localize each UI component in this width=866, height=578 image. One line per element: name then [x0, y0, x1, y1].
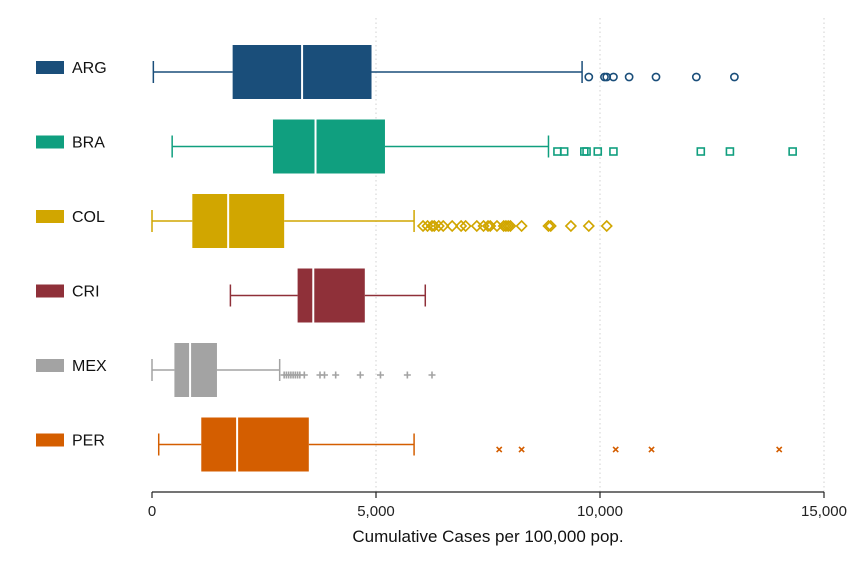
outlier-mex-12: [356, 371, 364, 379]
outlier-arg-6: [691, 72, 701, 82]
outlier-col-16: [502, 219, 515, 233]
outlier-per-3: [648, 446, 655, 453]
outlier-col-3: [428, 219, 441, 233]
legend-swatch-per: [36, 433, 64, 447]
box-mex: [151, 343, 436, 397]
outlier-bra-6: [696, 147, 706, 156]
outlier-col-22: [582, 219, 595, 233]
outlier-bra-5: [609, 147, 618, 156]
outlier-col-7: [454, 219, 468, 233]
outlier-arg-5: [651, 72, 661, 82]
legend-label-bra: BRA: [72, 135, 105, 152]
legend-swatch-cri: [36, 284, 64, 298]
outlier-col-5: [437, 219, 450, 233]
outlier-bra-2: [580, 147, 589, 156]
outlier-col-8: [459, 219, 472, 233]
legend-label-per: PER: [72, 433, 105, 450]
box-iqr-bra: [272, 119, 385, 174]
outlier-bra-1: [559, 147, 569, 156]
outlier-arg-7: [730, 72, 739, 82]
legend-label-arg: ARG: [72, 60, 107, 77]
outlier-arg-4: [624, 72, 634, 82]
x-tick-label-1: 5,000: [357, 503, 395, 520]
outlier-bra-8: [788, 147, 797, 156]
legend-label-cri: CRI: [72, 284, 100, 301]
legend-swatch-arg: [36, 61, 64, 74]
outlier-col-18: [515, 219, 528, 233]
plot-area: [151, 45, 797, 472]
box-iqr-per: [201, 417, 309, 472]
outlier-per-2: [612, 446, 619, 453]
outlier-col-4: [432, 219, 445, 233]
box-iqr-mex: [174, 343, 217, 397]
box-per: [157, 417, 783, 472]
legend: ARG BRA COL CRI MEX PER: [36, 60, 107, 450]
outlier-mex-14: [403, 371, 411, 379]
outlier-bra-7: [725, 147, 735, 156]
legend-swatch-mex: [36, 359, 64, 372]
legend-label-mex: MEX: [72, 358, 107, 375]
outlier-per-1: [518, 446, 525, 453]
x-tick-label-0: 0: [148, 503, 156, 520]
outlier-col-21: [564, 219, 578, 233]
outlier-mex-11: [332, 371, 340, 379]
legend-swatch-bra: [36, 135, 64, 149]
outlier-col-6: [446, 219, 459, 233]
legend-label-col: COL: [72, 209, 105, 226]
x-axis: 0 5,000 10,000 15,000: [148, 491, 847, 520]
box-arg: [152, 45, 739, 99]
outlier-per-0: [496, 446, 503, 453]
outlier-col-11: [481, 219, 495, 233]
outlier-col-20: [544, 219, 557, 233]
grid-lines: [375, 18, 825, 492]
box-col: [151, 194, 613, 248]
outlier-col-0: [416, 219, 430, 233]
outlier-mex-8: [300, 371, 308, 379]
x-tick-label-2: 10,000: [577, 503, 623, 520]
outlier-mex-15: [428, 371, 436, 379]
outlier-mex-10: [320, 371, 328, 379]
outlier-col-17: [504, 219, 517, 233]
legend-swatch-col: [36, 210, 64, 223]
box-iqr-col: [192, 194, 285, 248]
outlier-mex-13: [376, 371, 384, 379]
box-iqr-cri: [297, 268, 365, 323]
x-axis-label: Cumulative Cases per 100,000 pop.: [352, 527, 623, 546]
box-cri: [229, 268, 427, 323]
outlier-col-23: [600, 219, 613, 233]
outlier-arg-3: [609, 72, 618, 82]
outlier-bra-4: [593, 147, 603, 156]
box-bra: [171, 119, 797, 174]
x-tick-label-3: 15,000: [801, 503, 847, 520]
outlier-arg-0: [584, 72, 594, 82]
outlier-bra-3: [582, 147, 591, 156]
outlier-col-19: [542, 219, 555, 233]
outlier-per-4: [776, 446, 783, 453]
outlier-col-15: [499, 219, 513, 233]
outlier-col-9: [470, 219, 483, 233]
